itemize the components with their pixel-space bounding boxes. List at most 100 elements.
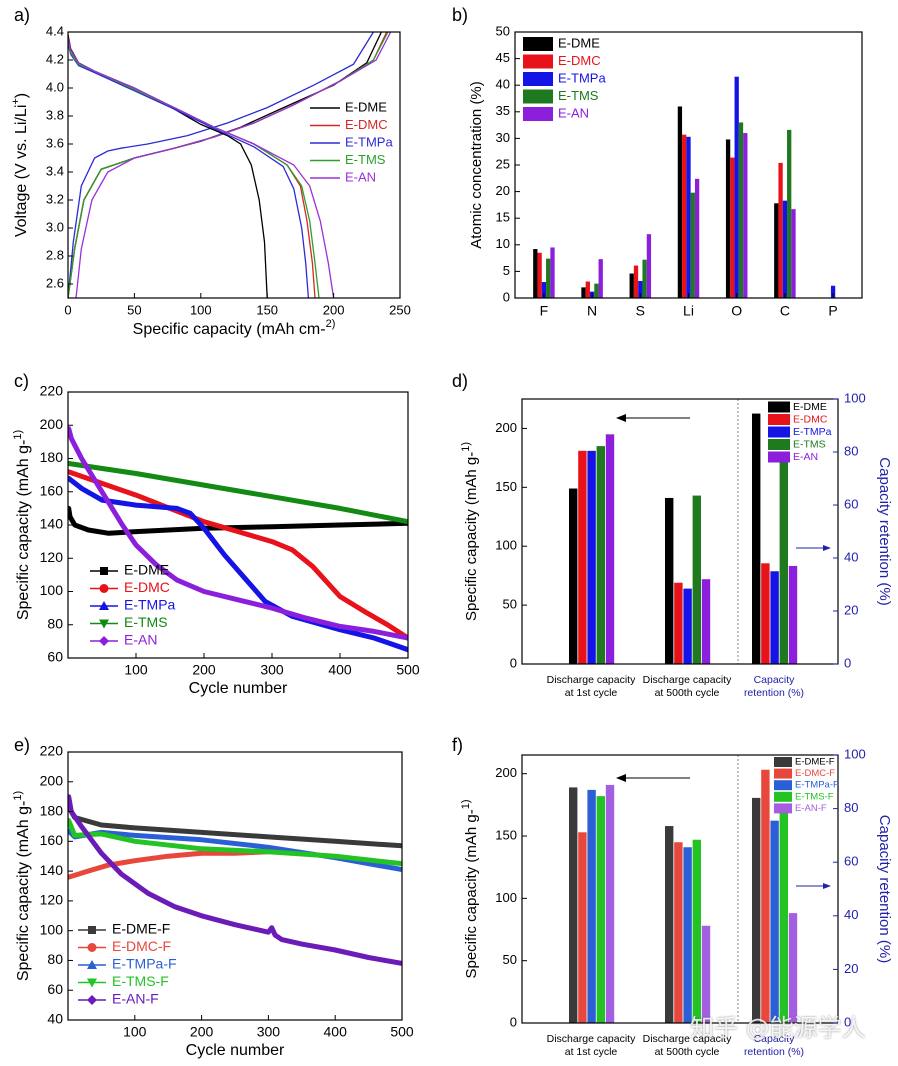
legend-marker xyxy=(99,636,109,646)
y-tick-label: 120 xyxy=(40,892,64,908)
x-tick-label: 100 xyxy=(190,302,212,317)
legend-label: E-DMC xyxy=(345,117,388,132)
y-tick-label: 50 xyxy=(503,597,517,612)
bar-e-dmc-f xyxy=(537,252,542,298)
y-tick-label: 4.0 xyxy=(46,79,64,94)
y2-tick-label: 60 xyxy=(844,854,858,869)
y-tick-label: 200 xyxy=(495,420,517,435)
y-tick-label: 140 xyxy=(40,862,64,878)
bar-e-dme-group-2 xyxy=(665,497,674,664)
x-axis-label: Cycle number xyxy=(186,1042,285,1059)
y-axis-label: Specific capacity (mAh g-1) xyxy=(460,442,480,621)
y-tick-label: 60 xyxy=(47,981,63,997)
bar-e-dmc-c xyxy=(778,162,783,298)
legend-label: E-AN-F xyxy=(795,803,827,814)
y-tick-label: 180 xyxy=(40,449,64,465)
y2-tick-label: 80 xyxy=(844,443,858,458)
x-tick-label: 50 xyxy=(127,302,141,317)
legend-label: E-DME xyxy=(345,99,387,114)
legend-label: E-TMS xyxy=(558,88,599,103)
panel-label: d) xyxy=(452,371,468,391)
legend-label: E-DMC xyxy=(124,579,170,595)
y2-tick-label: 0 xyxy=(844,655,851,670)
legend-label: E-DME-F xyxy=(795,757,835,768)
legend-marker xyxy=(87,978,97,988)
arrow-left-head xyxy=(616,414,626,422)
panel-c: c) 100 200 300 400 500 60 80 100 120 140 160 180 200 2… xyxy=(12,371,420,697)
series-line-e-tms xyxy=(68,461,408,525)
bar-e-tmpa-group-1 xyxy=(587,450,596,664)
bar-e-tmpa-f xyxy=(541,282,547,298)
x-tick-label: S xyxy=(636,303,645,319)
series-line-e-tms-f xyxy=(68,818,402,867)
y2-tick-label: 0 xyxy=(844,1014,851,1029)
series-line-e-dme xyxy=(68,505,408,536)
legend-swatch xyxy=(523,89,553,104)
legend-swatch xyxy=(768,451,790,463)
panel-label: c) xyxy=(14,371,29,391)
legend-label: E-TMPa xyxy=(124,597,176,613)
x-tick-label: Li xyxy=(683,303,694,319)
y-tick-label: 80 xyxy=(47,615,63,631)
bar-e-dmc-f-group-3 xyxy=(761,769,770,1023)
legend-label: E-TMPa xyxy=(793,426,832,438)
y2-tick-label: 20 xyxy=(844,961,858,976)
series-group xyxy=(68,426,408,653)
legend-swatch xyxy=(774,780,792,791)
legend-swatch xyxy=(523,107,553,121)
x-tick-label: 500 xyxy=(390,1024,414,1040)
bar-e-tmpa-p xyxy=(830,285,836,298)
x-tick-label: F xyxy=(540,303,549,319)
y2-axis-label: Capacity retention (%) xyxy=(876,815,893,963)
x-axis-label: Specific capacity (mAh cm-2) xyxy=(133,318,336,338)
bar-e-tms-group-1 xyxy=(596,446,605,664)
arrow-right-head xyxy=(823,545,831,551)
legend-swatch xyxy=(768,401,790,413)
bar-e-dme-f-group-3 xyxy=(752,797,761,1023)
x-tick-label: 300 xyxy=(260,662,284,678)
y-tick-label: 3.8 xyxy=(46,107,64,122)
legend-label: E-TMS-F xyxy=(112,973,169,989)
watermark: 知乎 @能源学人 xyxy=(690,1014,866,1042)
bar-e-dmc-li xyxy=(682,134,687,298)
bar-e-tms-f-group-2 xyxy=(692,839,701,1023)
y2-tick-label: 40 xyxy=(844,907,858,922)
y2-tick-label: 80 xyxy=(844,800,858,815)
legend-label: E-TMPa-F xyxy=(112,956,177,972)
legend-swatch xyxy=(523,72,553,86)
y-axis-label: Specific capacity (mAh g-1) xyxy=(460,799,480,978)
group-label: Discharge capacity xyxy=(547,1033,636,1045)
y-tick-label: 10 xyxy=(496,236,510,251)
bar-e-tms-f xyxy=(546,258,551,298)
panel-label: b) xyxy=(452,5,468,25)
y-tick-label: 120 xyxy=(40,549,64,565)
bar-e-dme-group-3 xyxy=(752,413,761,664)
group-label: retention (%) xyxy=(744,1046,804,1058)
y-tick-label: 0 xyxy=(503,289,510,304)
legend-swatch xyxy=(774,757,792,767)
legend-label: E-DME xyxy=(558,35,600,50)
plot-frame xyxy=(521,398,839,665)
legend-swatch xyxy=(768,426,790,438)
bar-e-an-s xyxy=(646,234,652,298)
x-tick-label: 300 xyxy=(257,1024,281,1040)
legend-label: E-AN-F xyxy=(112,991,159,1007)
y-tick-label: 4.2 xyxy=(46,51,64,66)
group-label: at 500th cycle xyxy=(655,1046,720,1058)
group-label: Discharge capacity xyxy=(547,674,636,686)
panel-label: f) xyxy=(452,735,463,755)
x-tick-label: N xyxy=(587,303,597,319)
y-tick-label: 25 xyxy=(496,156,510,171)
legend-swatch xyxy=(523,37,553,51)
y-tick-label: 0 xyxy=(510,1014,517,1029)
x-tick-label: 400 xyxy=(324,1024,348,1040)
y-tick-label: 5 xyxy=(503,263,510,278)
legend-label: E-AN xyxy=(124,632,157,648)
y-tick-label: 80 xyxy=(47,951,63,967)
group-label: Discharge capacity xyxy=(643,1033,732,1045)
panel-e: e) 100 200 300 400 500 40 60 80 100 120 140 160 180 20… xyxy=(12,735,414,1059)
bar-e-tms-group-3 xyxy=(779,459,788,664)
legend-swatch xyxy=(768,414,790,425)
legend-label: E-TMS-F xyxy=(795,791,834,802)
group-label: Discharge capacity xyxy=(643,674,732,686)
